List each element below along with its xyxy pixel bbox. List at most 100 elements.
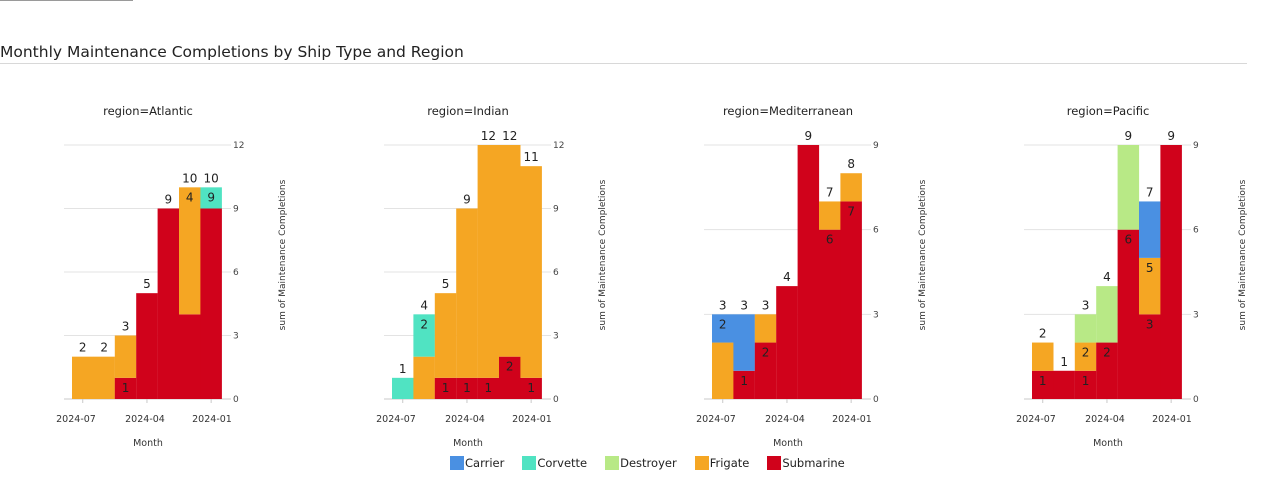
y-tick-label: 0 <box>553 395 559 405</box>
x-axis-label: Month <box>453 438 483 449</box>
legend-item-submarine[interactable]: Submarine <box>767 456 845 470</box>
segment-label: 2 <box>1082 346 1090 360</box>
bar-segment <box>754 342 777 399</box>
legend-item-corvette[interactable]: Corvette <box>522 456 587 470</box>
bar-total-label: 3 <box>122 320 130 334</box>
title-divider <box>0 63 1247 64</box>
y-tick-label: 6 <box>1193 226 1199 236</box>
bar-segment <box>840 173 862 202</box>
segment-label: 2 <box>762 346 770 360</box>
x-tick-label: 2024-04 <box>125 414 165 425</box>
bar-segment <box>456 208 478 378</box>
bar-total-label: 2 <box>100 341 108 355</box>
bar-total-label: 12 <box>502 129 517 143</box>
y-tick-label: 3 <box>1193 310 1199 320</box>
bar-segment <box>1032 342 1054 371</box>
bar-total-label: 9 <box>1167 129 1175 143</box>
bar-segment <box>520 166 542 378</box>
bar-segment <box>840 201 862 399</box>
bar-segment <box>477 145 500 378</box>
legend-swatch <box>450 456 464 470</box>
bar-total-label: 4 <box>783 270 791 284</box>
bar-segment <box>157 208 180 399</box>
bar-total-label: 3 <box>762 298 770 312</box>
bar-segment <box>499 356 521 399</box>
bar-segment <box>754 314 777 343</box>
y-tick-label: 9 <box>1193 141 1199 151</box>
x-tick-label: 2024-07 <box>1016 414 1056 425</box>
bar-segment <box>179 314 201 399</box>
bar-segment <box>179 187 201 315</box>
y-tick-label: 9 <box>553 205 559 215</box>
bar-segment <box>520 377 542 399</box>
x-tick-label: 2024-01 <box>832 414 872 425</box>
bar-segment <box>477 377 500 399</box>
y-tick-label: 3 <box>873 310 879 320</box>
legend-swatch <box>605 456 620 470</box>
segment-label: 6 <box>1125 233 1133 247</box>
x-tick-label: 2024-07 <box>696 414 736 425</box>
bar-segment <box>93 356 115 399</box>
y-axis-label: sum of Maintenance Completions <box>278 179 288 330</box>
segment-label: 2 <box>719 317 727 331</box>
bar-segment <box>797 145 820 399</box>
bar-total-label: 11 <box>524 150 539 164</box>
x-axis-label: Month <box>133 438 163 449</box>
segment-label: 1 <box>485 381 493 395</box>
bar-total-label: 3 <box>719 298 727 312</box>
bar-total-label: 1 <box>399 362 407 376</box>
bar-segment <box>1053 370 1075 399</box>
legend-item-frigate[interactable]: Frigate <box>694 456 749 470</box>
bar-segment <box>1074 342 1097 371</box>
bar-segment <box>434 293 457 378</box>
bar-segment <box>200 208 222 399</box>
bar-segment <box>1096 286 1118 343</box>
bar-segment <box>1032 370 1054 399</box>
y-tick-label: 12 <box>233 141 244 151</box>
bar-segment <box>712 342 734 399</box>
bar-segment <box>72 356 94 399</box>
bar-segment <box>733 314 755 371</box>
segment-label: 1 <box>442 381 450 395</box>
bar-total-label: 9 <box>805 129 813 143</box>
bar-total-label: 12 <box>481 129 496 143</box>
bar-segment <box>1139 314 1161 399</box>
x-tick-label: 2024-04 <box>1085 414 1125 425</box>
bar-total-label: 9 <box>165 193 173 207</box>
segment-label: 1 <box>527 381 535 395</box>
y-tick-label: 3 <box>233 332 239 342</box>
bar-total-label: 2 <box>79 341 87 355</box>
bar-total-label: 5 <box>442 277 450 291</box>
segment-label: 4 <box>186 190 194 204</box>
y-tick-label: 6 <box>553 268 559 278</box>
bar-segment <box>114 335 137 378</box>
y-tick-label: 12 <box>553 141 564 151</box>
bar-segment <box>733 370 755 399</box>
bar-segment <box>712 314 734 343</box>
bar-total-label: 7 <box>826 185 834 199</box>
x-tick-label: 2024-04 <box>765 414 805 425</box>
x-axis-label: Month <box>1093 438 1123 449</box>
legend-label: Carrier <box>465 456 505 470</box>
x-tick-label: 2024-01 <box>192 414 232 425</box>
y-tick-label: 0 <box>233 395 239 405</box>
y-tick-label: 3 <box>553 332 559 342</box>
x-tick-label: 2024-07 <box>56 414 96 425</box>
x-tick-label: 2024-01 <box>512 414 552 425</box>
panel-title: region=Indian <box>427 104 509 118</box>
bar-segment <box>1074 370 1097 399</box>
bar-segment <box>1096 342 1118 399</box>
y-axis-label: sum of Maintenance Completions <box>918 179 928 330</box>
bar-segment <box>1139 201 1161 258</box>
legend-item-destroyer[interactable]: Destroyer <box>605 456 677 470</box>
bar-total-label: 8 <box>847 157 855 171</box>
bar-segment <box>1139 257 1161 315</box>
legend-item-carrier[interactable]: Carrier <box>450 456 504 470</box>
x-tick-label: 2024-07 <box>376 414 416 425</box>
bar-segment <box>413 356 435 399</box>
bar-total-label: 7 <box>1146 185 1154 199</box>
bar-total-label: 5 <box>143 277 151 291</box>
y-tick-label: 6 <box>873 226 879 236</box>
bar-segment <box>499 145 521 357</box>
